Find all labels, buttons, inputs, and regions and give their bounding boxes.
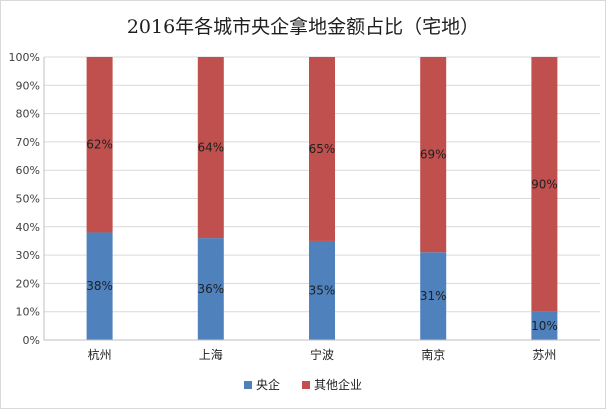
bar-segment: [531, 311, 558, 340]
x-category-label: 南京: [421, 347, 445, 362]
chart-title: 2016年各城市央企拿地金额占比（宅地）: [126, 16, 480, 38]
x-category-label: 上海: [199, 347, 223, 362]
data-label: 69%: [420, 148, 447, 162]
data-label: 62%: [86, 138, 113, 152]
legend-label-other-companies: 其他企业: [314, 378, 363, 392]
y-tick-label: 100%: [9, 51, 40, 64]
bar-segment: [197, 238, 224, 340]
data-label: 38%: [86, 279, 113, 293]
legend-swatch-central-soe: [243, 380, 252, 389]
data-label: 35%: [309, 283, 336, 297]
data-label: 36%: [197, 282, 224, 296]
bar-segment: [309, 57, 335, 241]
data-label: 31%: [420, 289, 447, 303]
bar-segment: [86, 57, 113, 233]
data-label: 64%: [197, 141, 224, 155]
x-category-label: 苏州: [532, 348, 556, 362]
bar-segment: [309, 240, 335, 340]
legend-label-central-soe: 央企: [255, 378, 280, 392]
bar-segment: [197, 57, 224, 239]
bar-segment: [531, 57, 558, 312]
data-label: 90%: [531, 177, 558, 191]
legend-swatch-other-companies: [302, 380, 310, 389]
chart-legend: 央企 其他企业: [0, 376, 606, 393]
legend-item-other-companies: 其他企业: [302, 376, 362, 393]
data-label: 65%: [309, 142, 336, 156]
y-tick-label: 60%: [16, 164, 40, 177]
x-category-label: 宁波: [310, 347, 334, 362]
y-tick-label: 30%: [16, 249, 40, 262]
data-label: 10%: [531, 319, 558, 333]
y-tick-label: 80%: [16, 108, 40, 121]
y-tick-label: 10%: [16, 306, 40, 319]
bar-segment: [420, 57, 447, 253]
y-tick-label: 20%: [16, 277, 40, 290]
y-tick-label: 90%: [16, 79, 40, 92]
y-tick-label: 40%: [16, 221, 40, 234]
y-tick-label: 70%: [16, 136, 40, 149]
legend-item-central-soe: 央企: [243, 376, 280, 393]
bar-segment: [420, 252, 447, 340]
bar-segment: [86, 232, 113, 340]
y-tick-label: 0%: [23, 334, 40, 347]
x-category-label: 杭州: [88, 347, 112, 362]
y-tick-label: 50%: [16, 193, 40, 206]
